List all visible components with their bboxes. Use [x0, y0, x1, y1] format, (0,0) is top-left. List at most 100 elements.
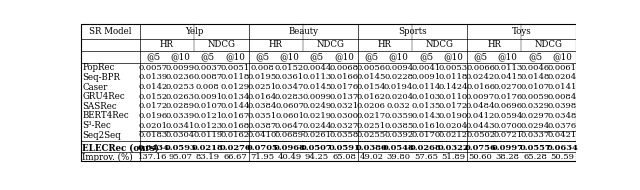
Text: 0.0172: 0.0172 — [139, 102, 168, 110]
Text: 0.0721: 0.0721 — [493, 131, 522, 139]
Text: @10: @10 — [498, 52, 518, 61]
Text: 95.07: 95.07 — [168, 153, 193, 161]
Text: 0.0103: 0.0103 — [412, 93, 440, 101]
Text: 0.0145: 0.0145 — [356, 73, 386, 81]
Text: 0.0294: 0.0294 — [520, 122, 550, 130]
Text: NDCG: NDCG — [207, 40, 236, 49]
Text: 38.28: 38.28 — [496, 153, 520, 161]
Text: 0.0094: 0.0094 — [384, 64, 413, 72]
Text: 0.0321: 0.0321 — [330, 102, 358, 110]
Text: @5: @5 — [255, 52, 269, 61]
Text: 0.0162: 0.0162 — [357, 93, 386, 101]
Text: 0.0385: 0.0385 — [384, 122, 413, 130]
Text: 0.0206: 0.0206 — [357, 102, 386, 110]
Text: 0.0253: 0.0253 — [166, 83, 195, 91]
Text: 0.0412: 0.0412 — [466, 112, 495, 120]
Text: 0.0121: 0.0121 — [193, 112, 222, 120]
Text: 0.0167: 0.0167 — [220, 112, 250, 120]
Text: 0.0123: 0.0123 — [193, 122, 222, 130]
Text: 0.0398: 0.0398 — [548, 102, 577, 110]
Text: 0.0041: 0.0041 — [412, 64, 440, 72]
Text: 0.0194: 0.0194 — [384, 83, 413, 91]
Text: 0.0322: 0.0322 — [437, 144, 469, 152]
Text: 49.02: 49.02 — [360, 153, 383, 161]
Text: Seq2Seq: Seq2Seq — [83, 131, 121, 140]
Text: HR: HR — [487, 40, 501, 49]
Text: 0.0244: 0.0244 — [302, 122, 332, 130]
Text: 0.0176: 0.0176 — [493, 93, 522, 101]
Text: 0.0118: 0.0118 — [438, 73, 468, 81]
Text: 0.0756: 0.0756 — [465, 144, 497, 152]
Text: 0.0361: 0.0361 — [275, 73, 304, 81]
Text: @10: @10 — [444, 52, 463, 61]
Text: 0.0068: 0.0068 — [330, 64, 358, 72]
Text: 0.0051: 0.0051 — [220, 64, 250, 72]
Text: 0.0056: 0.0056 — [357, 64, 386, 72]
Text: 0.0421: 0.0421 — [548, 131, 577, 139]
Text: 0.0607: 0.0607 — [275, 102, 304, 110]
Text: 0.0099: 0.0099 — [302, 93, 332, 101]
Text: 0.0289: 0.0289 — [166, 102, 195, 110]
Text: 0.0217: 0.0217 — [357, 112, 386, 120]
Text: Improv. (%): Improv. (%) — [83, 153, 133, 162]
Text: 0.0997: 0.0997 — [492, 144, 524, 152]
Text: @10: @10 — [334, 52, 354, 61]
Text: 0.0700: 0.0700 — [493, 122, 522, 130]
Text: 0.0059: 0.0059 — [520, 93, 550, 101]
Text: 0.0152: 0.0152 — [139, 93, 168, 101]
Text: 0.0129: 0.0129 — [220, 83, 250, 91]
Text: 39.80: 39.80 — [387, 153, 411, 161]
Text: 0.0087: 0.0087 — [193, 73, 222, 81]
Text: 0.0037: 0.0037 — [193, 64, 222, 72]
Text: 0.0110: 0.0110 — [438, 93, 468, 101]
Text: 0.0502: 0.0502 — [466, 131, 495, 139]
Text: 0.0168: 0.0168 — [220, 122, 250, 130]
Text: 0.0300: 0.0300 — [330, 112, 358, 120]
Text: 0.0251: 0.0251 — [357, 122, 386, 130]
Text: @10: @10 — [280, 52, 300, 61]
Text: 0.0557: 0.0557 — [519, 144, 551, 152]
Text: 0.0348: 0.0348 — [548, 112, 577, 120]
Text: SR Model: SR Model — [89, 27, 131, 36]
Text: 0.0212: 0.0212 — [439, 131, 468, 139]
Text: 0.0218: 0.0218 — [192, 144, 223, 152]
Text: 0.0387: 0.0387 — [248, 122, 277, 130]
Text: 0.0376: 0.0376 — [548, 122, 577, 130]
Text: 0.0484: 0.0484 — [466, 102, 495, 110]
Text: 50.59: 50.59 — [550, 153, 574, 161]
Text: 94.25: 94.25 — [305, 153, 329, 161]
Text: 0.0251: 0.0251 — [248, 83, 277, 91]
Text: @5: @5 — [419, 52, 433, 61]
Text: @5: @5 — [146, 52, 160, 61]
Text: PopRec: PopRec — [83, 63, 115, 72]
Text: 0.0137: 0.0137 — [330, 93, 359, 101]
Text: 0.0099: 0.0099 — [166, 64, 195, 72]
Text: Beauty: Beauty — [288, 27, 318, 36]
Text: 0.0347: 0.0347 — [275, 83, 304, 91]
Text: 0.0594: 0.0594 — [493, 112, 522, 120]
Text: Seq-BPR: Seq-BPR — [83, 73, 120, 82]
Text: 0.0091: 0.0091 — [193, 93, 222, 101]
Text: 0.0135: 0.0135 — [412, 102, 440, 110]
Text: 0.0201: 0.0201 — [139, 122, 168, 130]
Text: 0.0219: 0.0219 — [302, 112, 332, 120]
Text: NDCG: NDCG — [426, 40, 454, 49]
Text: 0.0162: 0.0162 — [221, 131, 250, 139]
Text: 0.0196: 0.0196 — [139, 112, 168, 120]
Text: 0.0339: 0.0339 — [166, 112, 195, 120]
Text: 0.0261: 0.0261 — [302, 131, 332, 139]
Text: 0.0139: 0.0139 — [138, 73, 168, 81]
Text: 0.0204: 0.0204 — [384, 93, 413, 101]
Text: 0.0190: 0.0190 — [438, 112, 468, 120]
Text: 0.0142: 0.0142 — [138, 83, 168, 91]
Text: 0.0283: 0.0283 — [275, 93, 304, 101]
Text: @10: @10 — [225, 52, 245, 61]
Text: 0.0061: 0.0061 — [548, 64, 577, 72]
Text: 0.0329: 0.0329 — [520, 102, 550, 110]
Text: 0.0097: 0.0097 — [466, 93, 495, 101]
Text: 0.0053: 0.0053 — [438, 64, 468, 72]
Text: 0.0046: 0.0046 — [520, 64, 550, 72]
Text: 0.0337: 0.0337 — [520, 131, 550, 139]
Text: 0.0195: 0.0195 — [248, 73, 277, 81]
Text: @10: @10 — [388, 52, 408, 61]
